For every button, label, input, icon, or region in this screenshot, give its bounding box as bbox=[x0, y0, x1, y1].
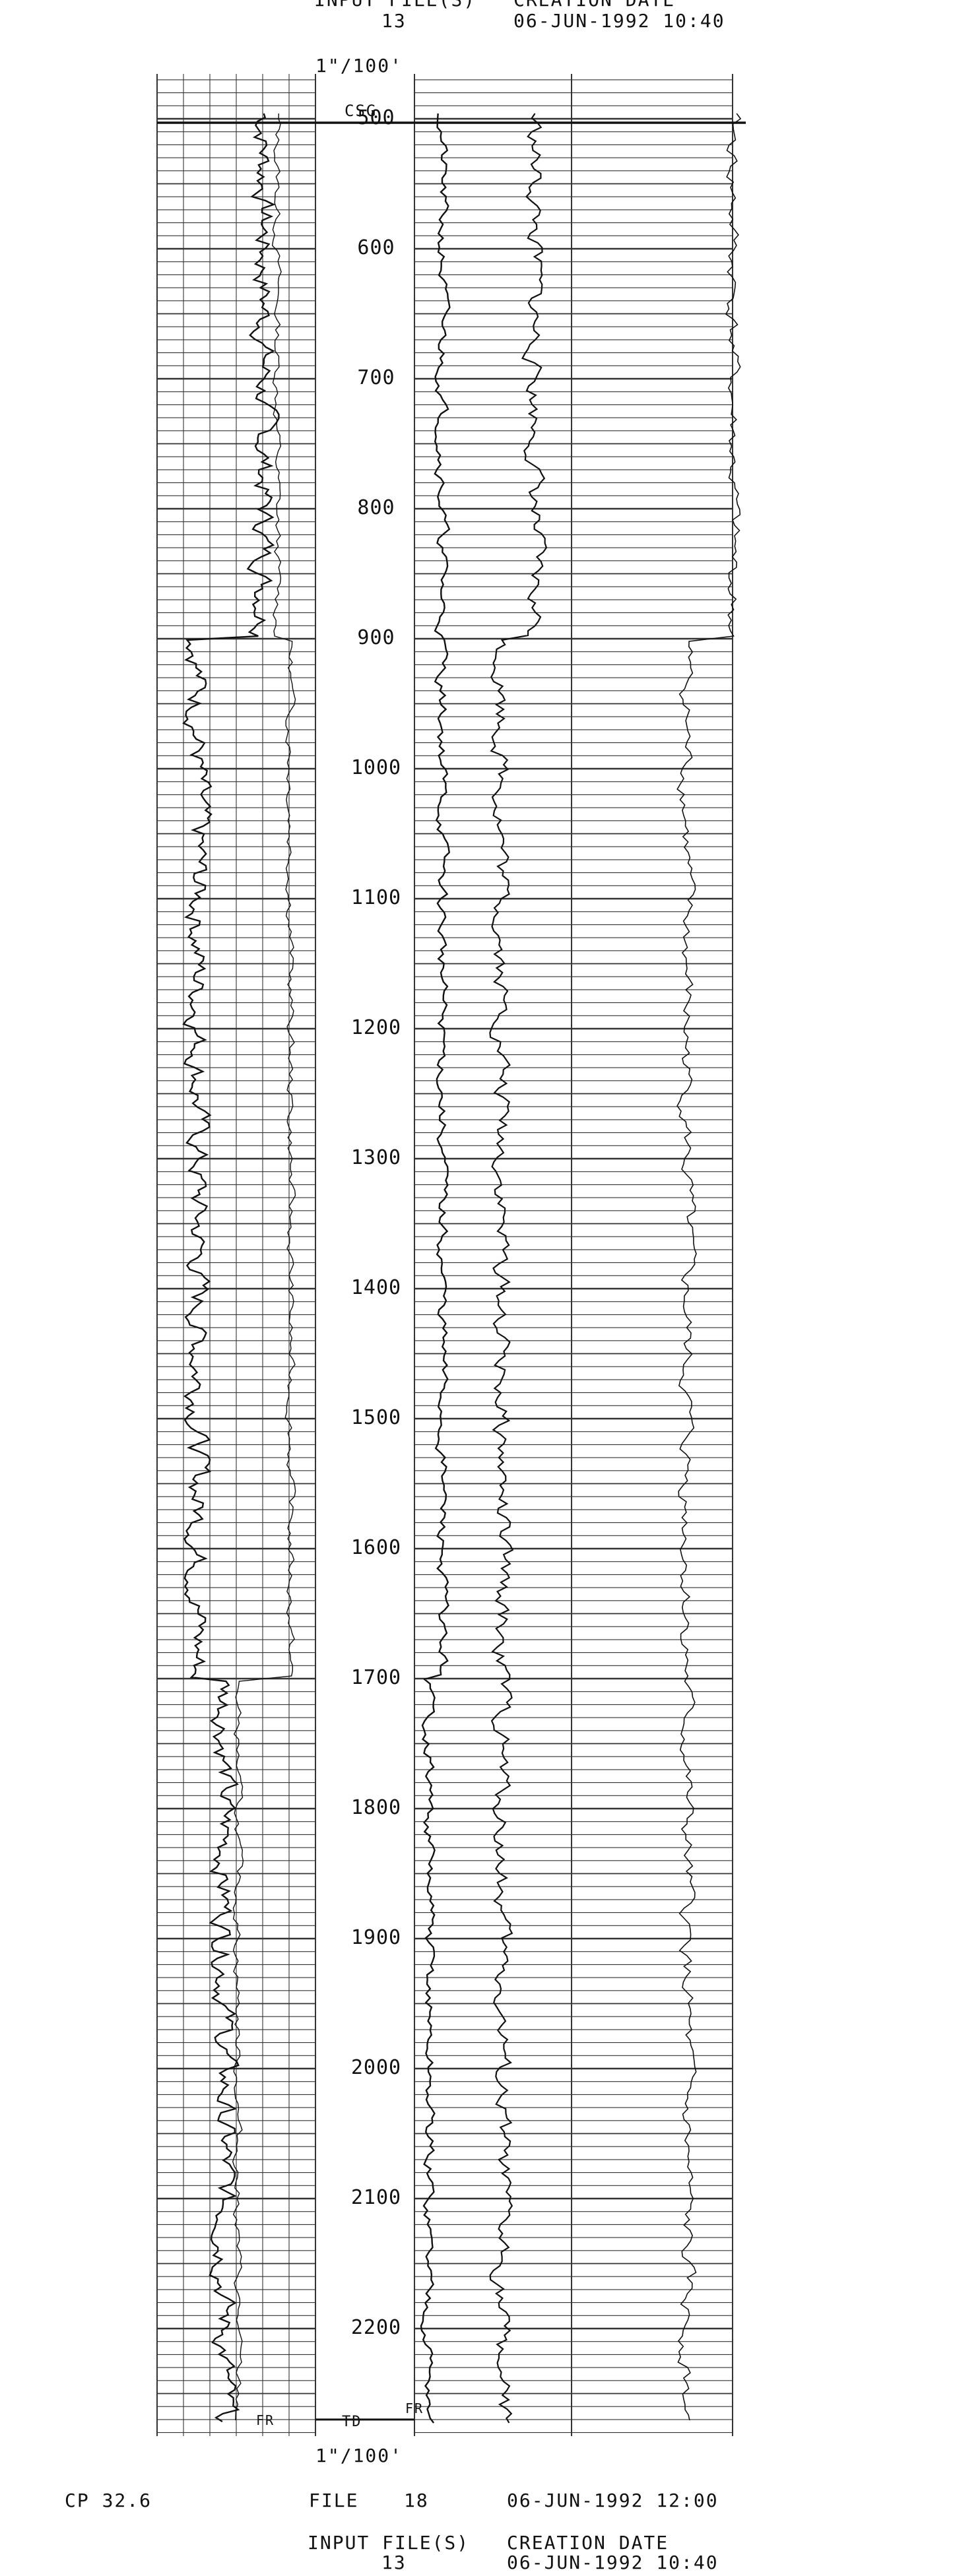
depth-label-700: 700 bbox=[357, 366, 395, 389]
track1-curve-sp bbox=[232, 113, 296, 2421]
depth-label-2100: 2100 bbox=[350, 2186, 402, 2209]
track1-end-label: FR bbox=[256, 2412, 275, 2428]
footer-file-label: FILE bbox=[309, 2490, 359, 2511]
depth-label-1600: 1600 bbox=[350, 1536, 402, 1559]
header-input-files-value: 13 bbox=[381, 10, 407, 32]
footer-input-files-label: INPUT FILE(S) bbox=[308, 2532, 470, 2554]
footer-creation-date-value: 06-JUN-1992 10:40 bbox=[507, 2552, 719, 2573]
depth-label-2000: 2000 bbox=[350, 2056, 402, 2079]
footer-creation-date-label: CREATION DATE bbox=[507, 2532, 669, 2554]
header-input-files-label: INPUT FILE(S) bbox=[314, 0, 476, 9]
depth-label-800: 800 bbox=[357, 496, 395, 519]
depth-label-500: 500 bbox=[357, 106, 395, 129]
scale-top: 1"/100' bbox=[315, 55, 403, 77]
track2-end-label: FR bbox=[405, 2400, 424, 2416]
total-depth-label: TD bbox=[342, 2414, 362, 2430]
footer-cp: CP 32.6 bbox=[65, 2490, 152, 2511]
depth-label-1400: 1400 bbox=[350, 1276, 402, 1299]
track2-curve-shallow bbox=[676, 113, 742, 2421]
depth-label-1000: 1000 bbox=[350, 756, 402, 779]
footer-input-files-value: 13 bbox=[381, 2552, 407, 2573]
header-creation-date-label: CREATION DATE bbox=[513, 0, 675, 9]
scale-bottom: 1"/100' bbox=[315, 2445, 403, 2466]
depth-label-600: 600 bbox=[357, 236, 395, 259]
footer-file-number: 18 bbox=[404, 2490, 429, 2511]
depth-label-1300: 1300 bbox=[350, 1146, 402, 1169]
depth-label-2200: 2200 bbox=[350, 2316, 402, 2339]
depth-label-1800: 1800 bbox=[350, 1796, 402, 1819]
track1-curve-gr bbox=[182, 113, 280, 2423]
footer-print-date: 06-JUN-1992 12:00 bbox=[507, 2490, 719, 2511]
depth-label-1900: 1900 bbox=[350, 1926, 402, 1949]
depth-label-1100: 1100 bbox=[350, 886, 402, 909]
depth-label-1200: 1200 bbox=[350, 1016, 402, 1039]
casing-label: CSG bbox=[345, 102, 378, 120]
depth-label-1500: 1500 bbox=[350, 1406, 402, 1429]
depth-label-900: 900 bbox=[357, 626, 395, 649]
track2-curve-resistivity bbox=[420, 113, 451, 2424]
depth-label-1700: 1700 bbox=[350, 1666, 402, 1689]
header-creation-date-value: 06-JUN-1992 10:40 bbox=[513, 10, 725, 32]
track2-curve-deep bbox=[489, 113, 548, 2424]
